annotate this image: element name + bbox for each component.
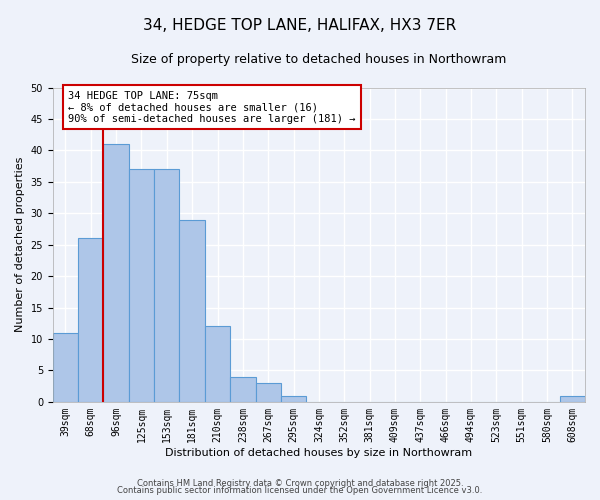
Title: Size of property relative to detached houses in Northowram: Size of property relative to detached ho… [131, 52, 506, 66]
Bar [256, 383, 281, 402]
Bar [53, 332, 78, 402]
Bar [154, 169, 179, 402]
Bar [205, 326, 230, 402]
Text: Contains public sector information licensed under the Open Government Licence v3: Contains public sector information licen… [118, 486, 482, 495]
X-axis label: Distribution of detached houses by size in Northowram: Distribution of detached houses by size … [166, 448, 472, 458]
Bar [179, 220, 205, 402]
Bar [560, 396, 585, 402]
Text: Contains HM Land Registry data © Crown copyright and database right 2025.: Contains HM Land Registry data © Crown c… [137, 478, 463, 488]
Text: 34 HEDGE TOP LANE: 75sqm
← 8% of detached houses are smaller (16)
90% of semi-de: 34 HEDGE TOP LANE: 75sqm ← 8% of detache… [68, 90, 355, 124]
Bar [281, 396, 306, 402]
Bar [129, 169, 154, 402]
Bar [230, 376, 256, 402]
Text: 34, HEDGE TOP LANE, HALIFAX, HX3 7ER: 34, HEDGE TOP LANE, HALIFAX, HX3 7ER [143, 18, 457, 32]
Bar [103, 144, 129, 402]
Y-axis label: Number of detached properties: Number of detached properties [15, 157, 25, 332]
Bar [78, 238, 103, 402]
